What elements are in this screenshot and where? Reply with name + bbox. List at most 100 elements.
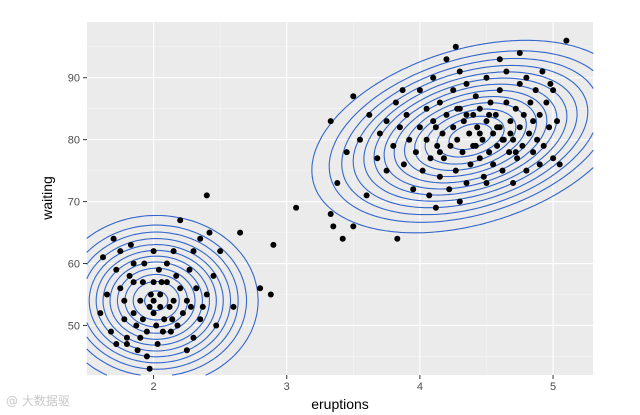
data-point — [536, 111, 543, 118]
data-point — [443, 56, 450, 63]
data-point — [139, 316, 146, 323]
data-point — [163, 279, 170, 286]
data-points — [97, 37, 570, 372]
data-point — [130, 279, 137, 286]
data-point — [104, 291, 110, 298]
data-point — [167, 328, 174, 335]
data-point — [430, 74, 437, 81]
y-tick-label: 60 — [68, 259, 80, 271]
data-point — [150, 248, 157, 255]
data-point — [108, 328, 114, 335]
x-tick-label: 4 — [417, 381, 423, 393]
data-point — [496, 56, 503, 63]
contour-line — [109, 89, 548, 340]
data-point — [400, 161, 407, 168]
data-point — [158, 279, 165, 286]
data-point — [499, 167, 506, 174]
y-axis-ticks: 50 60 70 80 90 — [68, 73, 87, 332]
data-point — [169, 316, 176, 323]
data-point — [186, 266, 193, 273]
data-point — [210, 272, 217, 279]
data-point — [137, 334, 144, 341]
data-point — [170, 297, 177, 304]
data-point — [466, 130, 473, 137]
data-point — [412, 149, 419, 156]
data-point — [447, 142, 454, 149]
data-point — [376, 130, 383, 137]
data-point — [170, 248, 177, 255]
data-point — [483, 74, 490, 81]
data-point — [507, 130, 514, 137]
data-point — [416, 124, 423, 131]
data-point — [187, 303, 194, 310]
data-point — [499, 136, 506, 143]
data-point — [550, 87, 557, 94]
data-point — [270, 241, 277, 248]
data-point — [157, 291, 164, 298]
data-point — [432, 204, 439, 211]
data-point — [512, 105, 519, 112]
data-point — [460, 118, 467, 125]
data-point — [530, 149, 537, 156]
data-point — [121, 316, 128, 323]
data-point — [159, 328, 166, 335]
data-point — [343, 149, 350, 156]
data-point — [410, 186, 417, 193]
data-point — [330, 223, 337, 230]
data-point — [440, 155, 447, 162]
data-point — [554, 118, 560, 125]
watermark: @ 大数据驱 — [6, 394, 70, 408]
data-point — [463, 180, 470, 186]
data-point — [452, 167, 459, 174]
data-point — [113, 266, 120, 273]
data-point — [327, 211, 334, 217]
data-point — [199, 303, 206, 310]
data-point — [396, 124, 403, 131]
data-point — [514, 155, 521, 162]
data-point — [546, 124, 553, 131]
data-point — [450, 124, 457, 131]
data-point — [137, 297, 144, 304]
data-point — [150, 279, 157, 286]
data-point — [443, 111, 450, 118]
data-point — [503, 68, 510, 75]
data-point — [507, 118, 514, 125]
data-point — [157, 303, 164, 310]
data-point — [516, 124, 523, 131]
data-point — [434, 142, 441, 149]
data-point — [161, 316, 168, 323]
data-point — [113, 341, 120, 347]
y-axis-title: waiting — [39, 176, 55, 221]
data-point — [416, 87, 423, 94]
data-point — [267, 291, 274, 298]
data-point — [494, 142, 501, 149]
data-point — [550, 155, 557, 162]
data-point — [476, 155, 483, 162]
data-point — [454, 136, 461, 143]
x-axis-title: eruptions — [311, 396, 369, 412]
data-point — [480, 173, 487, 180]
data-point — [334, 180, 341, 186]
data-point — [472, 142, 479, 149]
data-point — [127, 241, 134, 248]
data-point — [173, 272, 180, 279]
data-point — [213, 322, 220, 329]
plot-panel — [87, 22, 593, 375]
data-point — [463, 111, 470, 118]
data-point — [474, 124, 481, 131]
data-point — [439, 130, 446, 137]
data-point — [206, 229, 213, 236]
data-point — [394, 235, 401, 242]
data-point — [470, 111, 477, 118]
data-point — [479, 136, 486, 143]
grid-major — [87, 22, 593, 375]
data-point — [183, 297, 190, 304]
data-point — [130, 310, 137, 317]
data-point — [327, 118, 334, 125]
data-point — [257, 285, 264, 292]
data-point — [536, 161, 543, 168]
data-point — [510, 180, 517, 186]
data-point — [190, 334, 197, 341]
data-point — [452, 43, 459, 50]
